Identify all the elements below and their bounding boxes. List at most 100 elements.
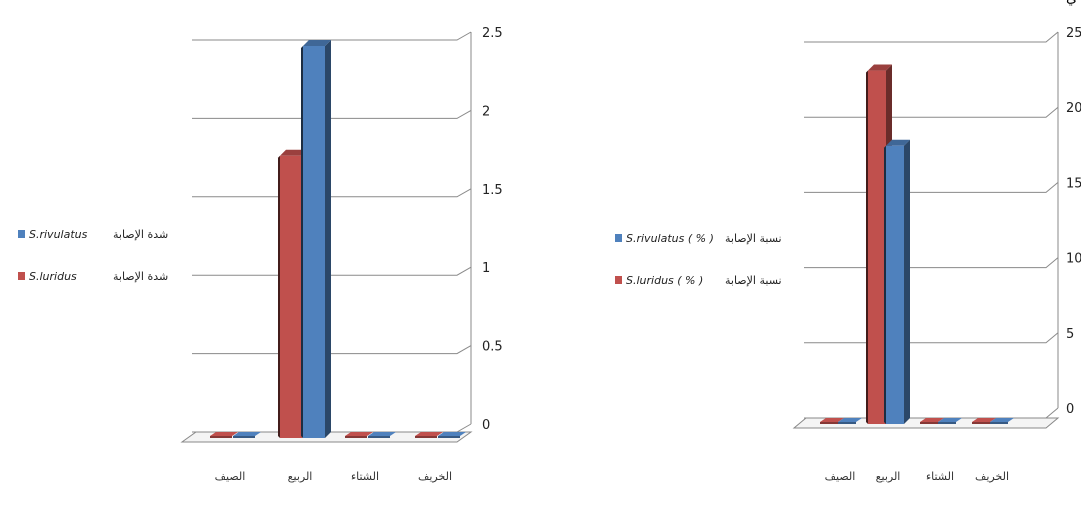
bar (368, 432, 396, 438)
bar-top (303, 40, 331, 46)
bar-front (868, 70, 886, 424)
bar-front (990, 422, 1008, 424)
bar-front (920, 422, 938, 424)
x-tick-label: الربيع (288, 470, 313, 483)
bar (820, 418, 844, 424)
legend-series-prefix: شدة الإصابة (113, 270, 168, 283)
gridline (804, 31, 1059, 43)
bar-edge (278, 155, 280, 438)
y-tick-label: 15 (1066, 176, 1081, 191)
bar (210, 432, 238, 438)
y-tick-label: 25 (1066, 26, 1081, 41)
legend-series-prefix: شدة الإصابة (113, 228, 168, 241)
x-tick-label: الشتاء (351, 470, 379, 483)
x-tick-label: الصيف (215, 470, 246, 483)
bar-top (990, 418, 1014, 422)
bar-top (820, 418, 844, 422)
bar-top (838, 418, 862, 422)
bar-front (438, 436, 460, 438)
bar-top (210, 432, 238, 436)
gridline (804, 257, 1059, 269)
bar-top (415, 432, 443, 436)
bar-top (972, 418, 996, 422)
bar-top (886, 139, 910, 146)
bar-front (886, 145, 904, 424)
bar (884, 139, 910, 424)
chart-1: 0 0.5 1 1.5 2 2.5 الصيف الربيع الشتاء الخريف S.riv… (18, 26, 503, 483)
legend-series-name: S.luridus (29, 270, 77, 283)
bar (838, 418, 862, 424)
bar-top (938, 418, 962, 422)
gridline (192, 345, 472, 355)
x-tick-label: الخريف (975, 470, 1009, 483)
y-tick-label: 5 (1066, 327, 1074, 342)
gridline (804, 182, 1059, 193)
legend-series-prefix: نسبة الإصابة (725, 232, 782, 245)
bar-front (233, 436, 255, 438)
bar-front (368, 436, 390, 438)
y-tick-label: 2 (482, 104, 490, 119)
gridline (804, 332, 1059, 344)
bar-front (938, 422, 956, 424)
y-tick-label: 0.5 (482, 340, 503, 355)
bar-top (368, 432, 396, 436)
bar-side (904, 139, 910, 424)
bar-top (233, 432, 261, 436)
x-tick-label: الصيف (825, 470, 856, 483)
bar-top (920, 418, 944, 422)
bar (345, 432, 373, 438)
y-tick-label: 0 (482, 418, 490, 433)
bar-front (972, 422, 990, 424)
gridline (192, 266, 472, 276)
gridline (804, 106, 1059, 118)
legend-swatch (18, 272, 25, 280)
legend-swatch (615, 234, 622, 242)
bar-edge (301, 46, 303, 438)
bar-front (280, 155, 302, 438)
y-tick-label: 20 (1066, 101, 1081, 116)
legend-series-name: S.luridus ( % ) (626, 274, 703, 287)
y-tick-label: 2.5 (482, 26, 503, 41)
legend-swatch (615, 276, 622, 284)
bar-top (438, 432, 466, 436)
y-tick-label: 0 (1066, 402, 1074, 417)
bar-front (210, 436, 232, 438)
bar (233, 432, 261, 438)
bar-top (345, 432, 373, 436)
gridline (192, 109, 472, 119)
x-tick-label: الخريف (418, 470, 452, 483)
gridline (192, 31, 472, 41)
gridline (192, 188, 472, 198)
legend-swatch (18, 230, 25, 238)
bar (972, 418, 996, 424)
bar (990, 418, 1014, 424)
bar-top (868, 64, 892, 71)
bar-edge (866, 70, 868, 424)
bar-front (303, 46, 325, 438)
y-tick-label: 10 (1066, 252, 1081, 267)
bar-front (415, 436, 437, 438)
bar-front (820, 422, 838, 424)
bar (301, 40, 331, 438)
bar (415, 432, 443, 438)
gridline (804, 407, 1059, 419)
bar (938, 418, 962, 424)
chart-2: 0 5 10 15 20 25 الصيف الربيع الشتاء الخريف S.rivul… (615, 26, 1081, 483)
y-tick-label: 1 (482, 261, 490, 276)
corner-mark: ي (1066, 0, 1077, 6)
gridline (192, 423, 472, 433)
bar (438, 432, 466, 438)
bar (920, 418, 944, 424)
legend-series-prefix: نسبة الإصابة (725, 274, 782, 287)
y-tick-label: 1.5 (482, 183, 503, 198)
bar-side (325, 40, 331, 438)
legend-series-name: S.rivulatus ( % ) (626, 232, 714, 245)
bar-front (838, 422, 856, 424)
bar-edge (884, 145, 886, 424)
x-tick-label: الشتاء (926, 470, 954, 483)
x-tick-label: الربيع (876, 470, 901, 483)
bar-front (345, 436, 367, 438)
legend-series-name: S.rivulatus (29, 228, 88, 241)
